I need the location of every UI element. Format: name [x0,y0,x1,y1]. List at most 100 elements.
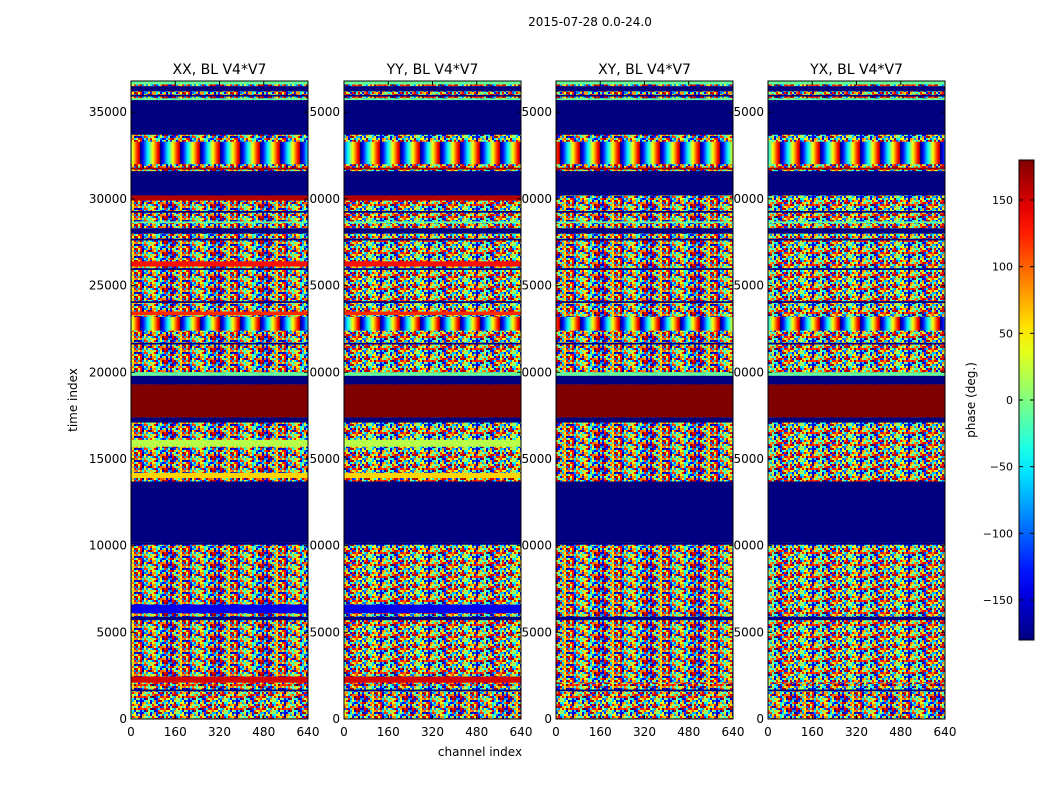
phase-band [556,481,733,543]
x-tick-label: 640 [297,725,320,739]
phase-band [556,94,733,97]
phase-band [768,94,945,97]
x-tick-label: 480 [252,725,275,739]
phase-band [344,375,521,385]
phase-band [556,375,733,385]
panels-group: XX, BL V4*V7 0 160 320 480 640 0 5000 10000 15000… [89,62,957,739]
y-tick-label: 0000 [309,539,340,553]
x-tick-label: 320 [633,725,656,739]
phase-band [131,384,308,418]
x-tick-label: 160 [801,725,824,739]
phase-band [768,238,945,241]
phase-band [131,261,308,267]
y-tick-label: 0 [544,712,552,726]
phase-band [344,691,521,719]
phase-band [131,472,308,479]
phase-band [344,211,521,213]
colorbar-tick-label: 150 [992,194,1013,207]
y-tick-label: 0000 [733,192,764,206]
x-tick-label: 480 [465,725,488,739]
phase-band [768,481,945,543]
phase-band [768,268,945,270]
x-tick-label: 0 [552,725,560,739]
y-tick-label: 0000 [309,365,340,379]
phase-band [556,211,733,213]
colorbar-tick-label: 100 [992,261,1013,274]
y-tick-label: 5000 [733,452,764,466]
x-axis-label: channel index [438,745,522,759]
phase-band [768,228,945,234]
panel-xx: XX, BL V4*V7 0 160 320 480 640 0 5000 10000 15000… [89,62,320,739]
y-tick-label: 5000 [733,105,764,119]
y-tick-label: 0000 [521,365,552,379]
phase-band [768,316,945,331]
phase-band [768,100,945,134]
y-tick-label: 5000 [96,625,127,639]
phase-band [344,384,521,418]
phase-band [131,372,308,376]
phase-band [131,439,308,447]
phase-band [344,171,521,196]
y-tick-label: 0000 [733,365,764,379]
phase-band [131,316,308,331]
x-tick-label: 160 [377,725,400,739]
phase-band [344,133,521,135]
panel-title: YX, BL V4*V7 [809,62,903,78]
y-tick-label: 5000 [521,452,552,466]
y-tick-label: 5000 [309,105,340,119]
phase-band [768,301,945,303]
phase-band [131,195,308,201]
phase-band [131,604,308,614]
phase-band [344,301,521,303]
y-tick-label: 0 [119,712,127,726]
colorbar-tick-label: −150 [983,594,1013,607]
phase-band [556,384,733,418]
colorbar-tick-label: −50 [990,461,1013,474]
phase-band [556,417,733,423]
phase-band [768,171,945,196]
y-tick-label: 10000 [89,539,127,553]
phase-band [131,211,308,213]
phase-band [131,311,308,316]
phase-band [556,228,733,234]
phase-band [131,221,308,224]
phase-band [344,228,521,234]
phase-band [344,86,521,92]
phase-band [131,417,308,423]
phase-band [556,689,733,692]
phase-band [556,221,733,224]
phase-band [768,86,945,92]
y-tick-label: 0000 [733,539,764,553]
phase-band [556,301,733,303]
phase-band [344,100,521,134]
phase-band [344,481,521,543]
panel-xy: XY, BL V4*V7 0 160 320 480 640 0 5000 0000 5000 00… [521,62,744,739]
phase-band [344,676,521,683]
y-axis-label: time index [66,368,80,432]
phase-band [556,98,733,101]
phase-band [556,133,733,135]
x-tick-label: 320 [845,725,868,739]
phase-band [768,689,945,692]
panel-title: YY, BL V4*V7 [386,62,479,78]
phase-band [131,141,308,165]
phase-band [344,141,521,165]
phase-band [131,676,308,683]
y-tick-label: 5000 [309,452,340,466]
phase-band [768,542,945,545]
y-tick-label: 5000 [733,279,764,293]
x-tick-label: 640 [510,725,533,739]
phase-band [344,316,521,331]
x-tick-label: 640 [934,725,957,739]
phase-band [131,228,308,234]
y-tick-label: 5000 [521,105,552,119]
phase-band [556,86,733,92]
colorbar-label: phase (deg.) [964,362,978,438]
phase-band [344,195,521,201]
x-tick-label: 640 [722,725,745,739]
y-tick-label: 0000 [521,539,552,553]
phase-band [131,542,308,545]
y-tick-label: 0000 [521,192,552,206]
y-tick-label: 5000 [521,279,552,293]
phase-band [344,342,521,345]
